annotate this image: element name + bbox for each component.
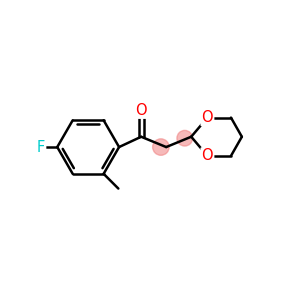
Text: O: O <box>135 103 147 118</box>
Text: F: F <box>37 140 45 154</box>
Text: O: O <box>202 110 213 125</box>
Text: O: O <box>202 148 213 164</box>
Circle shape <box>177 130 193 146</box>
Circle shape <box>153 139 169 155</box>
